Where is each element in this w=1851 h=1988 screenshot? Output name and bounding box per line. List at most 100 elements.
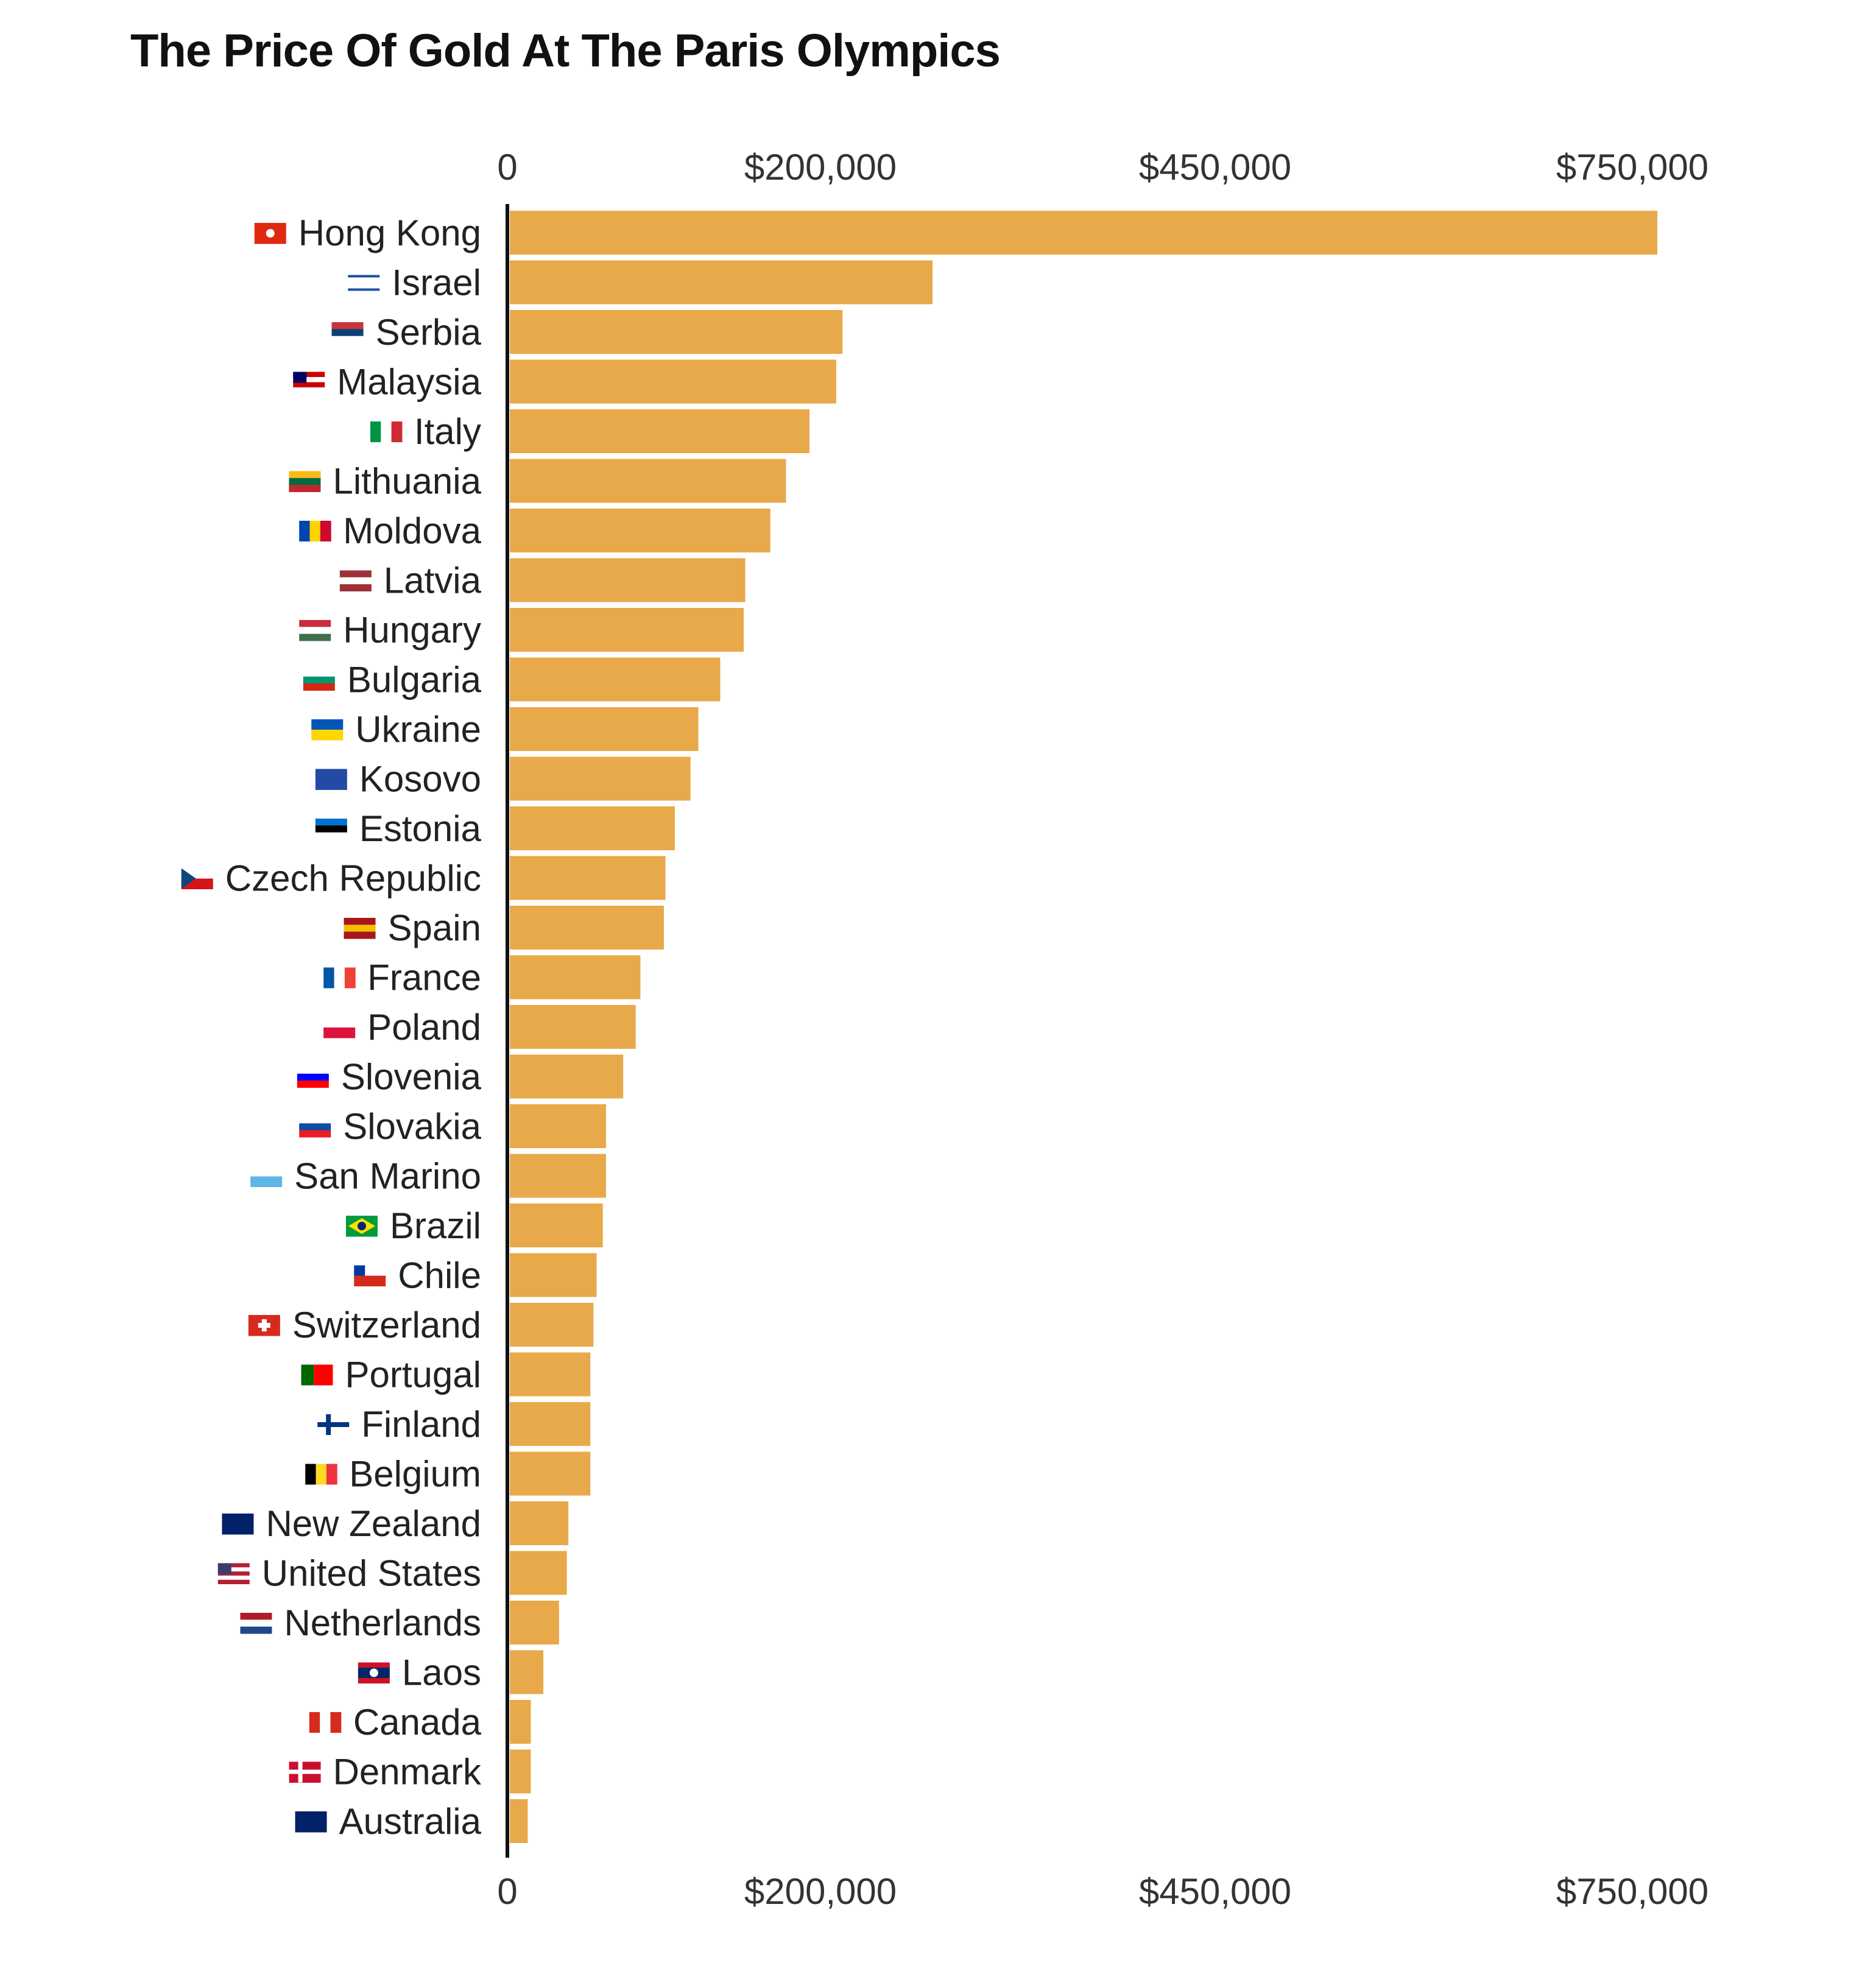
- flag-icon-san-marino: [250, 1166, 283, 1187]
- x-tick-label-top: $200,000: [744, 147, 897, 188]
- bar-portugal: [510, 1352, 591, 1397]
- flag-icon-australia: [295, 1811, 327, 1833]
- flag-icon-israel: [348, 272, 380, 294]
- category-label-ukraine: Ukraine: [355, 709, 481, 750]
- flag-icon-spain: [344, 918, 376, 939]
- flag-icon-hungary: [299, 620, 331, 641]
- category-label-finland: Finland: [361, 1404, 481, 1445]
- flag-icon-denmark: [289, 1761, 321, 1783]
- category-label-israel: Israel: [392, 263, 481, 303]
- category-label-france: France: [367, 957, 481, 998]
- category-label-bulgaria: Bulgaria: [347, 660, 482, 700]
- flag-icon-united-states: [217, 1563, 250, 1584]
- bar-latvia: [510, 558, 746, 602]
- flag-icon-switzerland: [248, 1315, 280, 1336]
- flag-icon-brazil: [345, 1216, 378, 1237]
- x-tick-label-bottom: $200,000: [744, 1871, 897, 1912]
- flag-icon-poland: [323, 1017, 356, 1038]
- flag-icon-moldova: [299, 521, 331, 541]
- bar-spain: [510, 906, 664, 950]
- bar-new-zealand: [510, 1501, 569, 1545]
- x-tick-label-top: $450,000: [1139, 147, 1291, 188]
- bar-israel: [510, 260, 933, 305]
- flag-icon-lithuania: [289, 471, 321, 492]
- category-label-belgium: Belgium: [349, 1454, 481, 1495]
- bar-laos: [510, 1650, 544, 1694]
- bar-kosovo: [510, 756, 691, 801]
- category-label-portugal: Portugal: [345, 1355, 481, 1395]
- bar-poland: [510, 1005, 636, 1049]
- bar-switzerland: [510, 1303, 594, 1347]
- category-label-spain: Spain: [388, 908, 481, 948]
- bar-hong-kong: [510, 211, 1658, 255]
- bar-slovakia: [510, 1104, 606, 1148]
- flag-icon-portugal: [301, 1364, 333, 1386]
- bar-france: [510, 955, 641, 999]
- flag-icon-netherlands: [240, 1613, 272, 1634]
- flag-icon-new-zealand: [222, 1514, 254, 1535]
- category-label-slovenia: Slovenia: [341, 1057, 482, 1098]
- category-label-canada: Canada: [353, 1702, 482, 1743]
- bar-belgium: [510, 1451, 591, 1496]
- category-label-slovakia: Slovakia: [343, 1106, 481, 1147]
- flag-icon-czech-republic: [181, 868, 213, 889]
- bar-hungary: [510, 608, 744, 652]
- bar-finland: [510, 1402, 591, 1446]
- chart-title: The Price Of Gold At The Paris Olympics: [130, 25, 1001, 77]
- flag-icon-canada: [309, 1712, 342, 1733]
- flag-icon-latvia: [339, 570, 372, 591]
- bar-san-marino: [510, 1154, 606, 1198]
- bar-chile: [510, 1253, 597, 1297]
- flag-icon-belgium: [305, 1464, 337, 1485]
- category-label-new-zealand: New Zealand: [266, 1503, 481, 1544]
- category-label-netherlands: Netherlands: [284, 1602, 481, 1643]
- category-label-czech-republic: Czech Republic: [225, 858, 481, 899]
- bar-netherlands: [510, 1601, 559, 1644]
- category-label-italy: Italy: [414, 411, 481, 452]
- flag-icon-kosovo: [315, 769, 347, 790]
- bar-czech-republic: [510, 856, 666, 900]
- flag-icon-malaysia: [293, 372, 325, 393]
- bar-italy: [510, 409, 810, 453]
- bar-serbia: [510, 310, 843, 354]
- bar-australia: [510, 1799, 528, 1843]
- category-label-brazil: Brazil: [390, 1205, 481, 1246]
- flag-icon-hong-kong: [254, 223, 286, 244]
- bar-lithuania: [510, 459, 786, 503]
- bar-bulgaria: [510, 657, 721, 702]
- bar-united-states: [510, 1551, 567, 1595]
- bar-moldova: [510, 509, 770, 552]
- flag-icon-bulgaria: [303, 669, 335, 691]
- x-tick-label-bottom: $450,000: [1139, 1871, 1291, 1912]
- bar-malaysia: [510, 359, 836, 404]
- category-label-lithuania: Lithuania: [333, 461, 481, 502]
- category-label-malaysia: Malaysia: [337, 362, 481, 403]
- category-label-serbia: Serbia: [376, 312, 482, 353]
- category-label-latvia: Latvia: [384, 560, 482, 601]
- category-label-denmark: Denmark: [333, 1752, 482, 1792]
- x-tick-label-top: 0: [497, 147, 517, 188]
- category-label-laos: Laos: [402, 1652, 481, 1693]
- bar-ukraine: [510, 707, 699, 751]
- category-label-estonia: Estonia: [359, 808, 482, 849]
- bar-denmark: [510, 1749, 531, 1794]
- bar-canada: [510, 1700, 531, 1744]
- x-tick-label-top: $750,000: [1556, 147, 1708, 188]
- category-label-poland: Poland: [367, 1007, 481, 1048]
- flag-icon-estonia: [315, 819, 347, 840]
- flag-icon-slovakia: [299, 1116, 331, 1138]
- category-label-kosovo: Kosovo: [359, 759, 481, 800]
- category-label-chile: Chile: [398, 1255, 481, 1296]
- flag-icon-ukraine: [311, 719, 344, 741]
- flag-icon-finland: [317, 1414, 350, 1436]
- category-label-hong-kong: Hong Kong: [298, 213, 481, 253]
- flag-icon-laos: [358, 1662, 390, 1683]
- bar-slovenia: [510, 1054, 624, 1099]
- x-tick-label-bottom: $750,000: [1556, 1871, 1708, 1912]
- bar-estonia: [510, 806, 675, 850]
- category-label-hungary: Hungary: [343, 610, 481, 650]
- category-label-moldova: Moldova: [343, 510, 481, 551]
- x-tick-label-bottom: 0: [497, 1871, 517, 1912]
- bar-brazil: [510, 1204, 603, 1247]
